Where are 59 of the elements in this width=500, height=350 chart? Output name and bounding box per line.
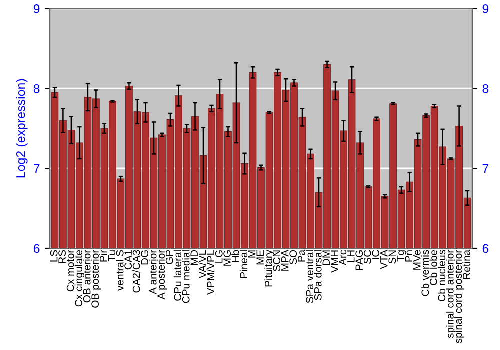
x-tick-label: DG: [141, 250, 149, 265]
x-tick-label: MVe: [414, 250, 421, 270]
x-tick-label: CPu lateral: [174, 250, 182, 301]
x-tick-label: Arc: [339, 250, 347, 266]
x-tick-label: OB anterior: [83, 250, 91, 303]
x-tick-label: Cx motor: [66, 250, 74, 292]
x-tick-label: Tu: [108, 250, 116, 262]
x-tick-label: LG: [215, 250, 223, 263]
y-tick-label: 6: [34, 244, 40, 254]
x-tick-label: A anterior: [149, 250, 157, 294]
x-tick-label: SN: [388, 250, 396, 264]
x-tick-label: Retina: [462, 250, 470, 280]
x-tick-label: Tg: [397, 250, 406, 262]
x-tick-label: Cb vermis: [421, 250, 430, 296]
x-tick-label: Pn: [405, 250, 412, 262]
x-tick-label: PAG: [356, 250, 364, 270]
x-tick-label: SO: [290, 250, 298, 264]
x-tick-label: MG: [224, 250, 232, 266]
y-tick-label: 7: [34, 164, 40, 174]
x-tick-label: Cb nucleus: [438, 250, 446, 302]
x-tick-label: SPa ventral: [306, 250, 314, 304]
x-tick-label: M: [248, 250, 256, 258]
x-tick-label: SPa dorsal: [314, 250, 322, 300]
x-tick-label: CA2/CA3: [132, 250, 140, 293]
x-tick-label: LS: [50, 250, 58, 262]
x-tick-label: OB posterior: [91, 250, 102, 308]
x-tick-label: RS: [58, 250, 66, 264]
x-tick-label: ME: [256, 250, 264, 265]
y2-tick-label: 8: [482, 84, 489, 94]
y-tick-label: 8: [34, 84, 40, 94]
y2-tick-label: 9: [482, 4, 489, 14]
x-tick-label: VPM/VPL: [206, 250, 215, 295]
x-tick-label: Pir: [100, 250, 108, 262]
x-tick-label: ventral S: [116, 250, 124, 291]
x-tick-label: VTA: [380, 250, 388, 270]
x-tick-label: CPu medial: [182, 250, 190, 304]
x-tick-label: Cb lobe: [430, 250, 438, 286]
x-tick-label: Pa: [298, 250, 306, 262]
x-tick-label: LH: [348, 250, 355, 262]
x-tick-label: SC: [364, 250, 372, 264]
x-tick-label: GP: [166, 250, 174, 264]
x-tick-label: Hb: [232, 250, 240, 262]
x-tick-label: MPA: [282, 250, 289, 271]
x-tick-label: SCN: [273, 250, 281, 272]
y2-tick-label: 7: [482, 164, 489, 174]
x-tick-label: spinal cord anterior: [446, 250, 456, 338]
x-tick-label: A posterior: [157, 250, 168, 300]
x-tick-label: IC: [372, 250, 380, 260]
x-tick-label: spinal cord posterior: [454, 250, 464, 344]
y-tick-label: 9: [34, 4, 40, 14]
x-tick-label: Pineal: [240, 250, 248, 278]
y-axis-title: Log2 (expression): [16, 79, 28, 178]
x-tick-label: Pituitary: [264, 250, 274, 287]
x-tick-label: VMH: [331, 250, 338, 273]
x-tick-label: DM: [322, 250, 330, 266]
x-tick-label: CA1: [124, 250, 132, 270]
x-tick-label: MD: [190, 250, 198, 266]
y2-tick-label: 6: [482, 244, 489, 254]
x-tick-label: VA/VL: [198, 250, 206, 279]
